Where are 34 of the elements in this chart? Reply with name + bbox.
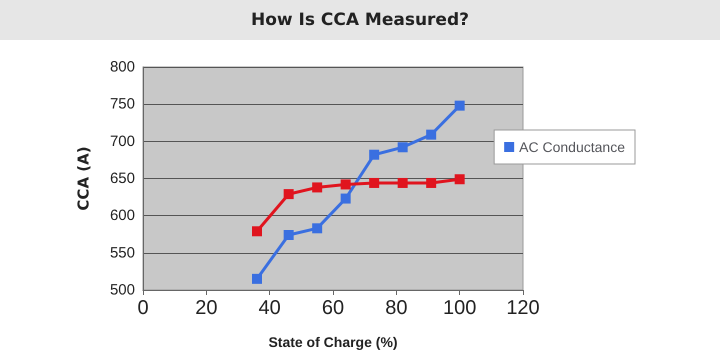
point [252, 226, 262, 236]
point [284, 230, 294, 240]
y-tick-label: 650 [110, 170, 135, 187]
chart-title: How Is CCA Measured? [0, 0, 720, 40]
point [398, 142, 408, 152]
point [312, 223, 322, 234]
x-tick-label: 0 [137, 297, 149, 319]
point [426, 130, 436, 140]
x-tick-label: 80 [385, 297, 408, 319]
point [340, 179, 351, 190]
legend-label: AC Conductance [519, 139, 626, 155]
y-axis-title: CCA (A) [74, 146, 92, 211]
x-axis-title: State of Charge (%) [268, 334, 398, 350]
y-tick-label: 750 [110, 96, 135, 113]
y-tick-label: 550 [110, 244, 135, 262]
x-tick-label: 100 [442, 297, 476, 319]
x-tick-label: 20 [195, 297, 218, 319]
point [369, 150, 380, 160]
point [312, 182, 322, 192]
point [426, 178, 436, 188]
point [340, 194, 351, 204]
point [454, 174, 465, 184]
y-tick-label: 800 [110, 58, 135, 76]
x-tick-label: 120 [506, 297, 540, 319]
point [369, 178, 380, 188]
y-tick-label: 500 [110, 282, 135, 298]
point [284, 189, 294, 200]
x-tick-label: 60 [322, 297, 344, 319]
y-tick-label: 700 [110, 132, 135, 150]
point [454, 100, 465, 111]
point [398, 178, 408, 188]
y-tick-label: 600 [110, 207, 135, 224]
point [252, 274, 262, 284]
x-tick-label: 40 [258, 297, 281, 319]
